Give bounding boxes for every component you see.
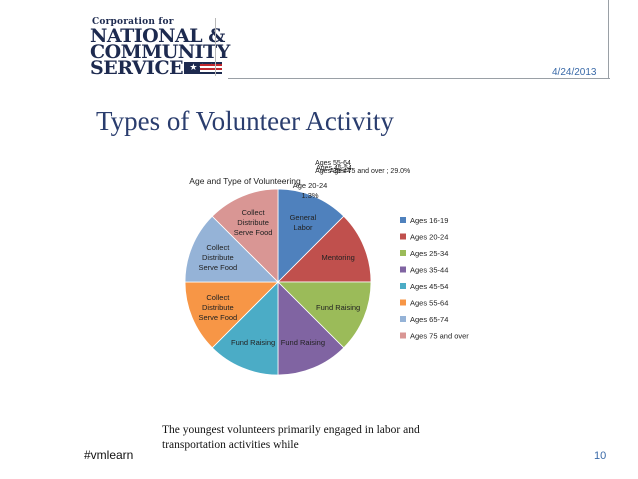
slice-label: Collect: [206, 293, 230, 302]
slice-label: Distribute: [237, 218, 269, 227]
legend-swatch: [400, 332, 406, 339]
caption-line-2: transportation activities while: [162, 439, 299, 451]
slide-date: 4/24/2013: [552, 67, 597, 78]
legend-swatch: [400, 299, 406, 306]
legend-label: Ages 16-19: [410, 216, 448, 225]
legend-label: Ages 20-24: [410, 233, 448, 242]
slice-label: Distribute: [202, 253, 234, 262]
header-rule: [228, 78, 610, 79]
pie-slice: [277, 281, 372, 349]
legend-swatch: [400, 233, 406, 240]
right-rule: [608, 0, 609, 78]
slice-label: Serve Food: [198, 313, 237, 322]
slice-label: Distribute: [202, 303, 234, 312]
pie-slice: [277, 281, 345, 376]
logo-divider: [215, 18, 216, 76]
overlap-label: Ages 55-64: [315, 160, 351, 167]
overlap-label: Ages 75 and over ; 29.0%: [330, 168, 411, 175]
page-number: 10: [594, 450, 607, 462]
pie-slice: [211, 188, 279, 283]
logo-line-4: SERVICE: [90, 57, 184, 79]
slice-label: Serve Food: [234, 228, 273, 237]
legend-swatch: [400, 283, 406, 289]
pie-slice: [277, 215, 372, 283]
cncs-logo: Corporation for NATIONAL & COMMUNITY SER…: [88, 15, 230, 79]
slide-title: Types of Volunteer Activity: [96, 106, 394, 136]
logo-line-2: NATIONAL &: [90, 25, 225, 47]
slice-label: Labor: [293, 223, 313, 232]
logo-line-1: Corporation for: [92, 17, 174, 27]
pie-slice: [184, 215, 279, 283]
slice-label: Fund Raising: [316, 303, 360, 312]
chart-title: Age and Type of Volunteering: [189, 176, 301, 186]
logo-line-3: COMMUNITY: [90, 41, 230, 63]
legend-label: Ages 75 and over: [410, 332, 469, 341]
pie-slice: [211, 281, 279, 376]
caption-line-1: The youngest volunteers primarily engage…: [162, 424, 420, 436]
legend-label: Ages 45-54: [410, 282, 448, 291]
slice-label: Collect: [206, 243, 230, 252]
legend-swatch: [400, 217, 406, 223]
slice-label: General: [290, 213, 317, 222]
slice-label: Fund Raising: [231, 338, 275, 347]
slice-label: Mentoring: [321, 253, 354, 262]
slice-label: Collect: [242, 208, 266, 217]
hashtag: #vmlearn: [84, 448, 134, 462]
pie-slice: [184, 281, 279, 349]
logo-stripes-icon: [200, 64, 222, 72]
legend-swatch: [400, 316, 406, 322]
overlap-label: Ages 45-54: [316, 165, 352, 172]
overlap-label: Age 20-24: [293, 181, 328, 190]
overlap-label: 1.3%: [301, 191, 318, 200]
legend-swatch: [400, 266, 406, 273]
pie-slice: [277, 188, 345, 283]
slide-caption: The youngest volunteers primarily engage…: [162, 423, 502, 453]
legend-label: Ages 35-44: [410, 266, 448, 275]
legend-label: Ages 55-64: [410, 299, 448, 308]
overlap-label: Ages 35-44: [315, 168, 351, 175]
legend-label: Ages 65-74: [410, 315, 448, 324]
slice-label: Serve Food: [198, 263, 237, 272]
slice-label: Fund Raising: [281, 338, 325, 347]
legend-swatch: [400, 250, 406, 256]
legend-label: Ages 25-34: [410, 249, 448, 258]
